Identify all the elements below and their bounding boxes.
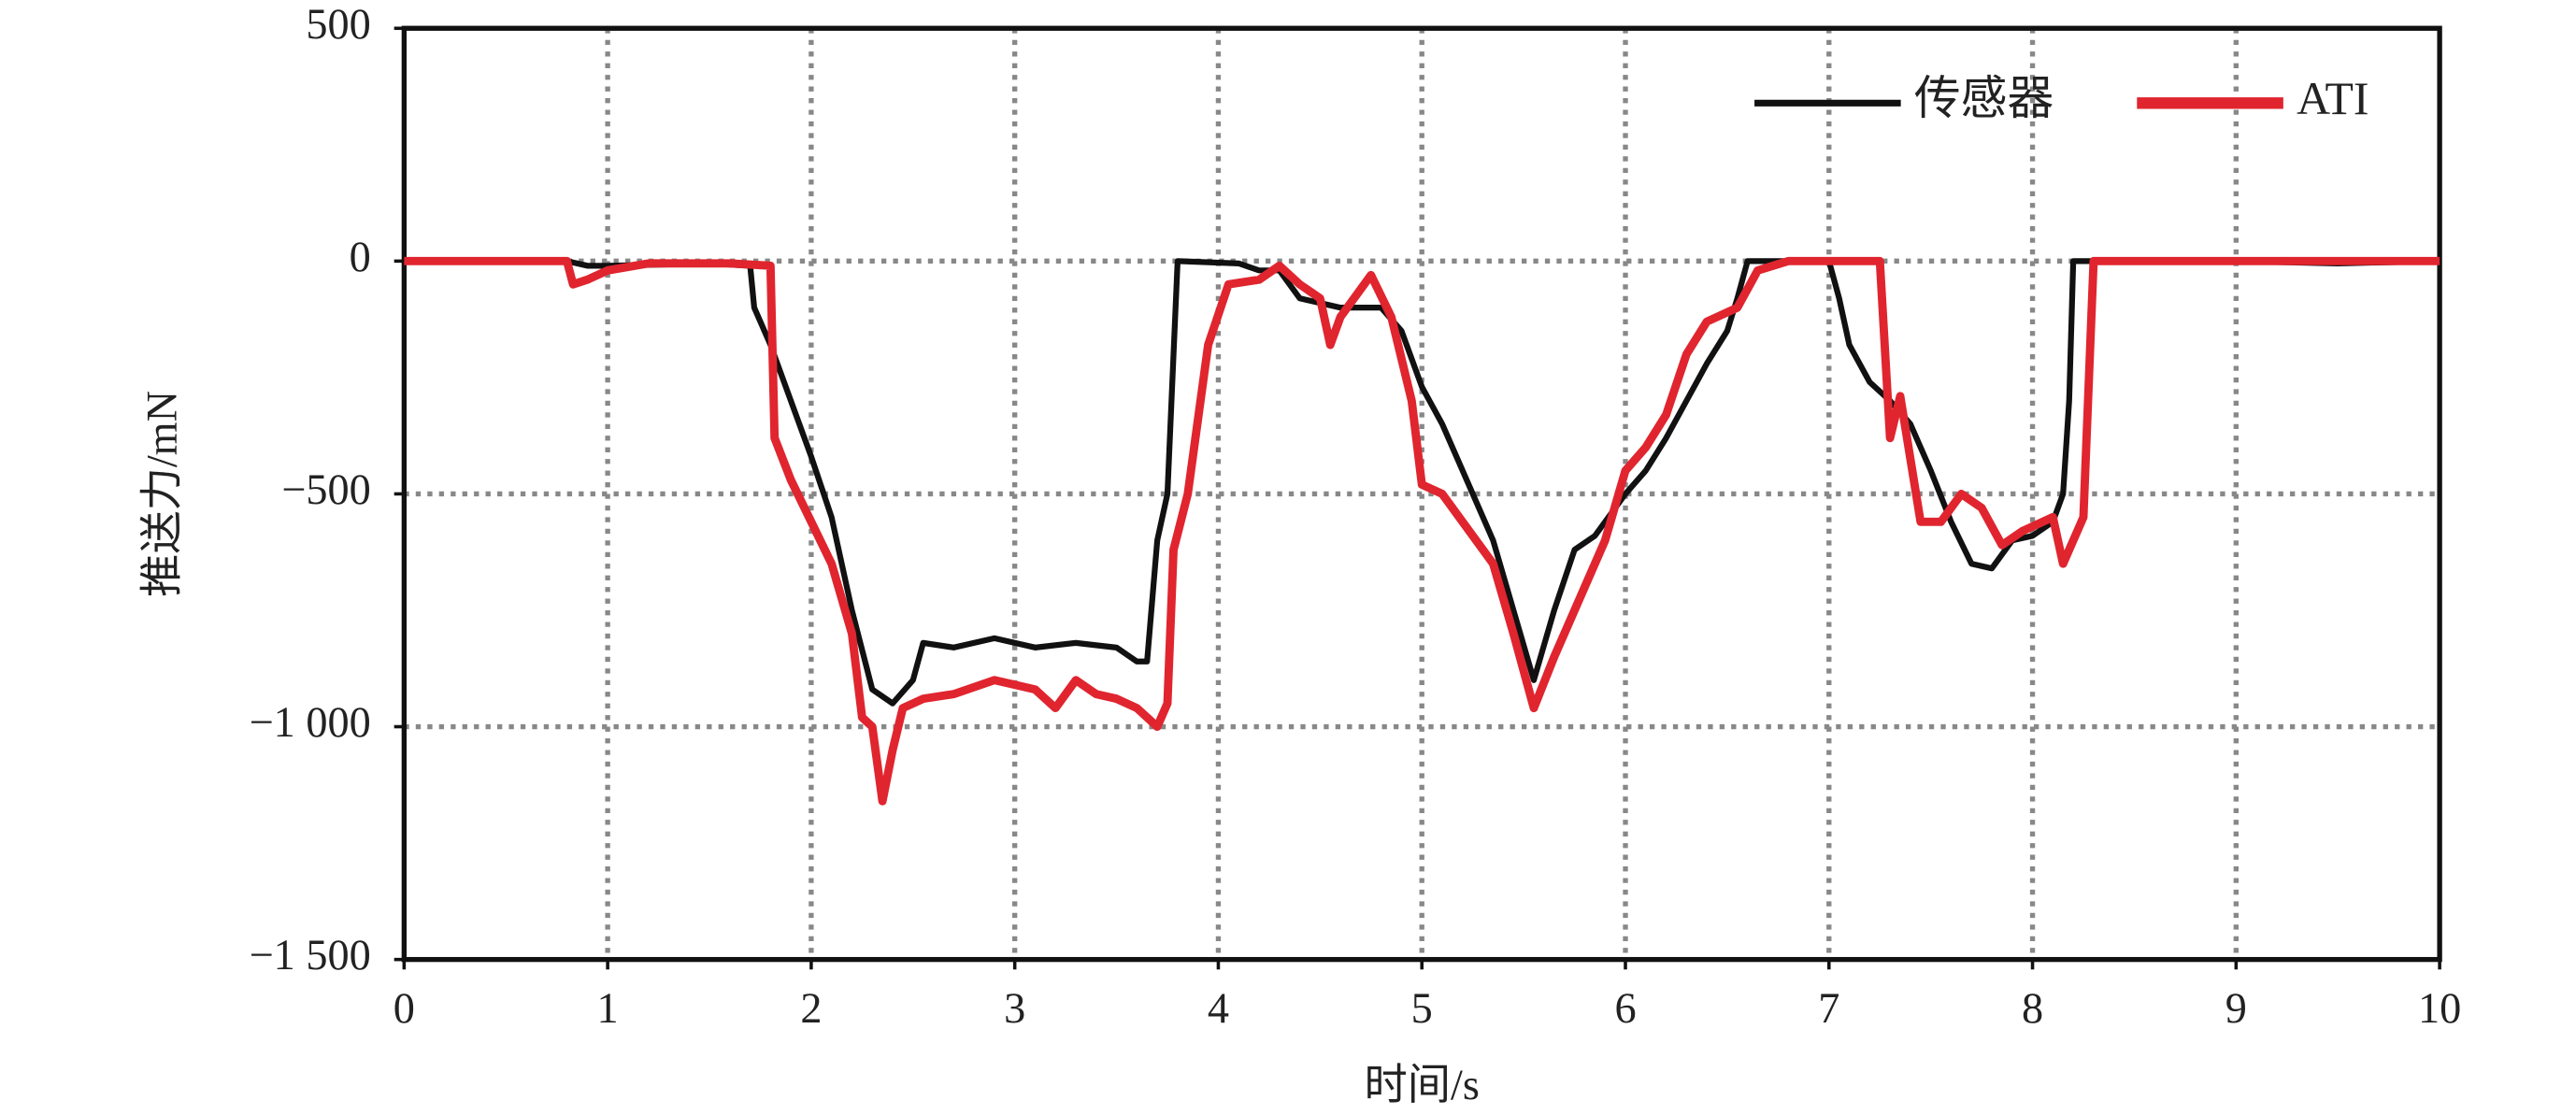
x-tick-label: 7	[1818, 985, 1839, 1033]
legend-label: ATI	[2297, 73, 2368, 124]
y-axis-label: 推送力/mN	[139, 391, 187, 597]
x-tick-label: 8	[2022, 985, 2043, 1033]
y-tick-label: 0	[350, 234, 371, 281]
x-tick-label: 3	[1004, 985, 1025, 1033]
x-tick-label: 5	[1411, 985, 1433, 1033]
x-tick-label: 6	[1614, 985, 1636, 1033]
data-line	[404, 258, 2440, 707]
x-tick-label: 10	[2418, 985, 2461, 1033]
x-axis-label: 时间/s	[1365, 1062, 1480, 1109]
plot-frame	[401, 25, 2442, 963]
y-tick-label: 500	[306, 1, 370, 49]
x-tick-label: 2	[800, 985, 822, 1033]
x-tick-label: 1	[597, 985, 619, 1033]
y-tick-label: −1 500	[250, 932, 371, 979]
y-tick-label: −1 000	[250, 699, 371, 747]
x-tick-label: 9	[2225, 985, 2247, 1033]
data-line	[404, 256, 2440, 806]
x-tick-label: 0	[394, 985, 415, 1033]
x-tick-label: 4	[1208, 985, 1229, 1033]
y-tick-label: −500	[281, 466, 370, 514]
legend-label: 传感器	[1914, 73, 2054, 124]
